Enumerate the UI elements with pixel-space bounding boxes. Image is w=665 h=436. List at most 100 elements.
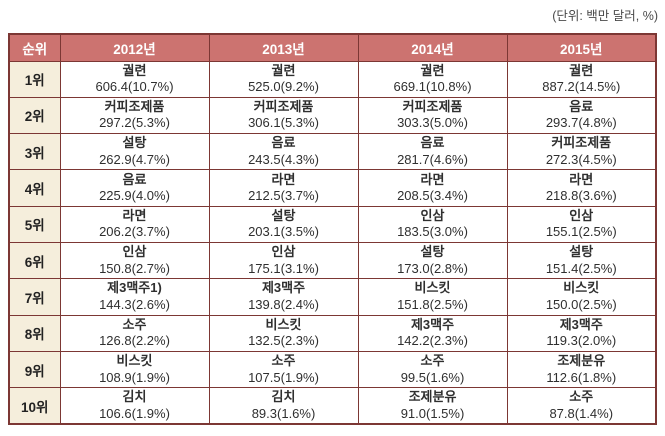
rank-cell: 9위 [8,350,61,389]
data-cell: 라면 218.8(3.6%) [506,169,657,207]
item-name: 음료 [420,135,445,151]
item-value: 243.5(4.3%) [248,151,319,167]
item-name: 비스킷 [116,353,153,369]
item-value: 150.8(2.7%) [99,260,170,276]
data-cell: 설탕 262.9(4.7%) [59,133,210,171]
rank-cell: 1위 [8,60,61,98]
data-cell: 비스킷 132.5(2.3%) [208,314,359,352]
item-name: 조제분유 [408,389,457,405]
data-cell: 커피조제품 272.3(4.5%) [506,133,657,171]
data-cell: 인삼 155.1(2.5%) [506,205,657,243]
table-body: 1위 궐련 606.4(10.7%) 궐련 525.0(9.2%) 궐련 669.1(10.… [8,60,657,425]
item-value: 108.9(1.9%) [99,369,170,385]
item-value: 91.0(1.5%) [400,405,465,421]
data-cell: 소주 107.5(1.9%) [208,350,359,389]
data-cell: 제3맥주 142.2(2.3%) [357,314,508,352]
data-cell: 김치 89.3(1.6%) [208,387,359,425]
item-name: 소주 [122,316,147,332]
item-value: 175.1(3.1%) [248,260,319,276]
item-value: 112.6(1.8%) [546,369,617,385]
table-row: 6위 인삼 150.8(2.7%) 인삼 175.1(3.1%) 설탕 173.0(2.8%… [8,241,657,280]
item-name: 제3맥주 [410,316,455,332]
yearly-ranking-table: 순위 2012년 2013년 2014년 2015년 1위 궐련 606.4(10.7%) 궐… [8,33,657,425]
item-value: 126.8(2.2%) [99,333,170,349]
data-cell: 음료 293.7(4.8%) [506,96,657,135]
rank-cell: 8위 [8,314,61,352]
data-cell: 비스킷 151.8(2.5%) [357,278,508,316]
data-cell: 제3맥주1) 144.3(2.6%) [59,278,210,316]
table-header: 순위 2012년 2013년 2014년 2015년 [8,33,657,62]
data-cell: 라면 212.5(3.7%) [208,169,359,207]
item-value: 206.2(3.7%) [99,224,170,240]
item-name: 비스킷 [563,280,600,296]
data-cell: 라면 206.2(3.7%) [59,205,210,243]
year-column-header: 2012년 [59,33,210,62]
data-cell: 커피조제품 303.3(5.0%) [357,96,508,135]
item-value: 212.5(3.7%) [248,188,319,204]
item-name: 궐련 [271,62,296,78]
item-value: 281.7(4.6%) [397,151,468,167]
item-value: 208.5(3.4%) [397,188,468,204]
item-name: 비스킷 [414,280,451,296]
rank-cell: 4위 [8,169,61,207]
data-cell: 커피조제품 306.1(5.3%) [208,96,359,135]
data-cell: 인삼 150.8(2.7%) [59,241,210,280]
table-row: 2위 커피조제품 297.2(5.3%) 커피조제품 306.1(5.3%) 커피조제품 3… [8,96,657,135]
item-value: 132.5(2.3%) [248,333,319,349]
item-value: 297.2(5.3%) [99,115,170,131]
item-value: 107.5(1.9%) [248,369,319,385]
data-cell: 조제분유 112.6(1.8%) [506,350,657,389]
data-cell: 궐련 606.4(10.7%) [59,60,210,98]
item-name: 라면 [569,171,594,187]
item-value: 151.4(2.5%) [545,260,617,276]
data-cell: 설탕 173.0(2.8%) [357,241,508,280]
header-row: 순위 2012년 2013년 2014년 2015년 [8,33,657,62]
rank-cell: 5위 [8,205,61,243]
data-cell: 비스킷 108.9(1.9%) [59,350,210,389]
year-column-header: 2015년 [506,33,657,62]
item-name: 소주 [569,389,594,405]
item-name: 인삼 [420,207,445,223]
item-value: 99.5(1.6%) [400,369,465,385]
item-name: 조제분유 [557,353,606,369]
data-cell: 소주 99.5(1.6%) [357,350,508,389]
year-column-header: 2014년 [357,33,508,62]
item-value: 144.3(2.6%) [99,296,170,312]
item-name: 라면 [271,171,296,187]
item-value: 262.9(4.7%) [99,151,170,167]
item-name: 궐련 [569,62,594,78]
item-value: 218.8(3.6%) [545,188,617,204]
table-row: 4위 음료 225.9(4.0%) 라면 212.5(3.7%) 라면 208.5(3.4%… [8,169,657,207]
rank-cell: 7위 [8,278,61,316]
rank-cell: 10위 [8,387,61,425]
data-cell: 인삼 183.5(3.0%) [357,205,508,243]
table-row: 5위 라면 206.2(3.7%) 설탕 203.1(3.5%) 인삼 183.5(3.0%… [8,205,657,243]
item-value: 606.4(10.7%) [95,79,174,95]
item-name: 궐련 [122,62,147,78]
data-cell: 음료 281.7(4.6%) [357,133,508,171]
item-value: 150.0(2.5%) [545,296,617,312]
item-name: 인삼 [569,207,594,223]
item-name: 음료 [569,98,594,114]
item-value: 183.5(3.0%) [397,224,468,240]
rank-cell: 6위 [8,241,61,280]
data-cell: 라면 208.5(3.4%) [357,169,508,207]
item-name: 커피조제품 [253,98,314,114]
item-value: 119.3(2.0%) [546,333,617,349]
item-name: 음료 [122,171,147,187]
rank-column-header: 순위 [8,33,61,62]
item-name: 김치 [271,389,296,405]
item-value: 155.1(2.5%) [545,224,617,240]
item-name: 소주 [420,353,445,369]
data-cell: 김치 106.6(1.9%) [59,387,210,425]
item-name: 라면 [420,171,445,187]
table-row: 9위 비스킷 108.9(1.9%) 소주 107.5(1.9%) 소주 99.5(1.6%… [8,350,657,389]
data-cell: 소주 126.8(2.2%) [59,314,210,352]
item-name: 설탕 [122,135,147,151]
item-name: 커피조제품 [551,135,612,151]
item-name: 설탕 [271,207,296,223]
item-value: 303.3(5.0%) [397,115,468,131]
item-name: 설탕 [420,244,445,260]
item-name: 비스킷 [265,316,302,332]
